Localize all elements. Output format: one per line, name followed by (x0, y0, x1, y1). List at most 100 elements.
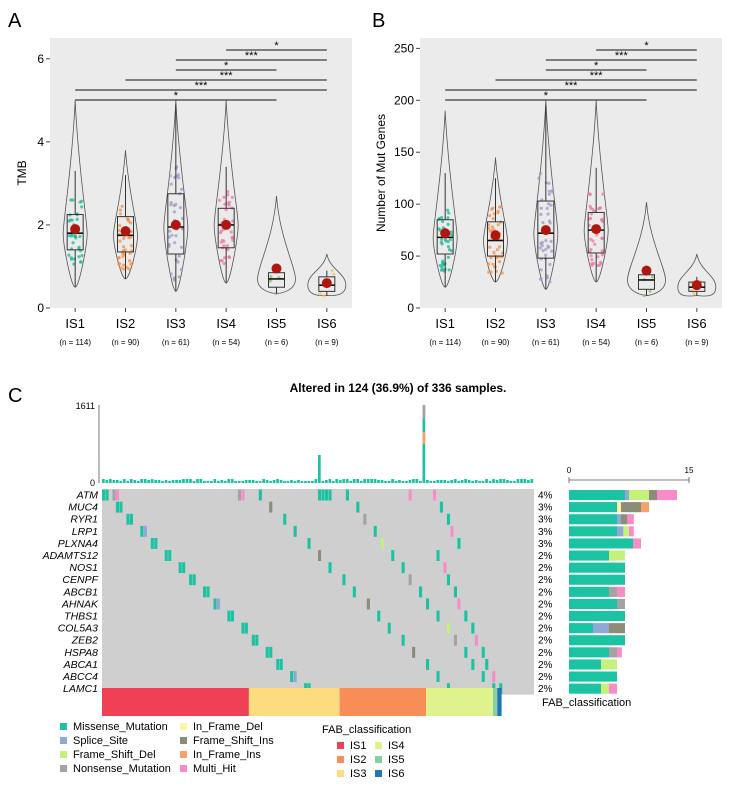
data-point (219, 240, 223, 244)
sample-tmb-bar (513, 481, 516, 483)
data-point (545, 206, 549, 210)
mutation-cell (241, 489, 245, 501)
sample-tmb-bar (300, 481, 304, 483)
mean-point (591, 224, 602, 235)
data-point (446, 208, 450, 212)
sample-tmb-bar (297, 480, 300, 483)
y-tick-label: 100 (394, 197, 414, 211)
mutation-cell (446, 513, 450, 525)
data-point (177, 254, 181, 258)
panel-c-label: C (8, 385, 22, 407)
sample-tmb-bar (325, 480, 328, 483)
legend-label: Multi_Hit (193, 763, 236, 775)
sample-tmb-bar (279, 480, 283, 483)
data-point (440, 237, 444, 241)
mutation-cell (419, 586, 423, 598)
data-point (121, 245, 126, 249)
sample-tmb-bar (171, 480, 175, 483)
data-point (589, 254, 593, 258)
data-point (70, 218, 74, 222)
x-tick-label: IS6 (687, 316, 707, 331)
mutation-cell (318, 550, 322, 561)
gene-label: RYR1 (70, 514, 98, 526)
sample-tmb-bar (429, 481, 433, 483)
mutation-cell (481, 671, 485, 682)
gene-variant-bar (627, 514, 634, 525)
gene-variant-bar (617, 514, 621, 525)
y-tick-label: 50 (401, 249, 415, 263)
gene-variant-bar (569, 623, 593, 634)
gene-variant-bar (629, 490, 649, 501)
significance-label: *** (615, 50, 629, 62)
data-point (225, 244, 229, 248)
gene-variant-bar (617, 586, 625, 597)
data-point (172, 278, 176, 282)
gene-percent: 3% (538, 527, 553, 538)
sample-tmb-bar (276, 479, 279, 483)
box (537, 200, 555, 259)
data-point (173, 241, 177, 245)
sample-tmb-bar (318, 455, 321, 483)
data-point (179, 268, 183, 272)
data-point (589, 212, 594, 216)
y-tick-label: 0 (37, 301, 44, 315)
data-point (231, 238, 235, 242)
mutation-cell (408, 574, 412, 586)
data-point (176, 260, 180, 264)
data-point (449, 233, 453, 237)
data-point (226, 190, 230, 194)
data-point (538, 171, 543, 176)
data-point (499, 205, 503, 209)
data-point (179, 245, 184, 249)
group-n-label: (n = 54) (212, 338, 240, 347)
mutation-cell (345, 489, 349, 501)
mutation-cell (373, 525, 377, 537)
data-point (546, 212, 550, 216)
x-tick-label: IS1 (65, 316, 85, 331)
sample-tmb-bar (405, 481, 408, 483)
legend-swatch (60, 765, 67, 772)
significance-label: *** (590, 70, 604, 82)
violin (533, 100, 559, 290)
data-point (498, 260, 502, 264)
group-n-label: (n = 61) (162, 338, 190, 347)
mean-point (70, 224, 81, 235)
data-point (77, 246, 81, 250)
mean-point (170, 219, 181, 230)
gene-percent: 3% (538, 539, 553, 550)
sample-tmb-bar (488, 481, 492, 483)
sample-tmb-bar (481, 481, 485, 483)
panel-b-label: B (372, 10, 385, 32)
data-point (601, 220, 605, 224)
sample-tmb-bar (203, 481, 206, 483)
right-axis-max: 15 (685, 466, 694, 475)
legend-swatch (60, 751, 67, 758)
data-point (488, 245, 492, 249)
mutation-cell (436, 550, 440, 561)
data-point (488, 229, 492, 233)
data-point (67, 253, 71, 257)
legend-label: Missense_Mutation (73, 721, 168, 733)
fab-segment (493, 688, 498, 716)
sample-tmb-bar (474, 480, 478, 483)
data-point (77, 255, 81, 259)
data-point (169, 182, 173, 186)
mutation-cell (471, 622, 475, 634)
data-point (222, 239, 226, 243)
mutation-cell (154, 538, 158, 549)
sample-tmb-bar (119, 481, 123, 483)
sample-tmb-bar-segment (422, 432, 426, 444)
gene-label: PLXNA4 (58, 538, 98, 550)
data-point (169, 201, 173, 205)
data-point (226, 193, 230, 197)
mean-point (490, 230, 501, 241)
legend-swatch (180, 723, 187, 730)
box (487, 221, 504, 257)
gene-variant-bar (569, 538, 633, 549)
sample-tmb-bar (192, 481, 196, 483)
data-point (167, 235, 171, 239)
violin (213, 100, 239, 284)
fab-segment (497, 688, 502, 716)
data-point (547, 189, 551, 193)
mutation-cell (150, 538, 154, 549)
